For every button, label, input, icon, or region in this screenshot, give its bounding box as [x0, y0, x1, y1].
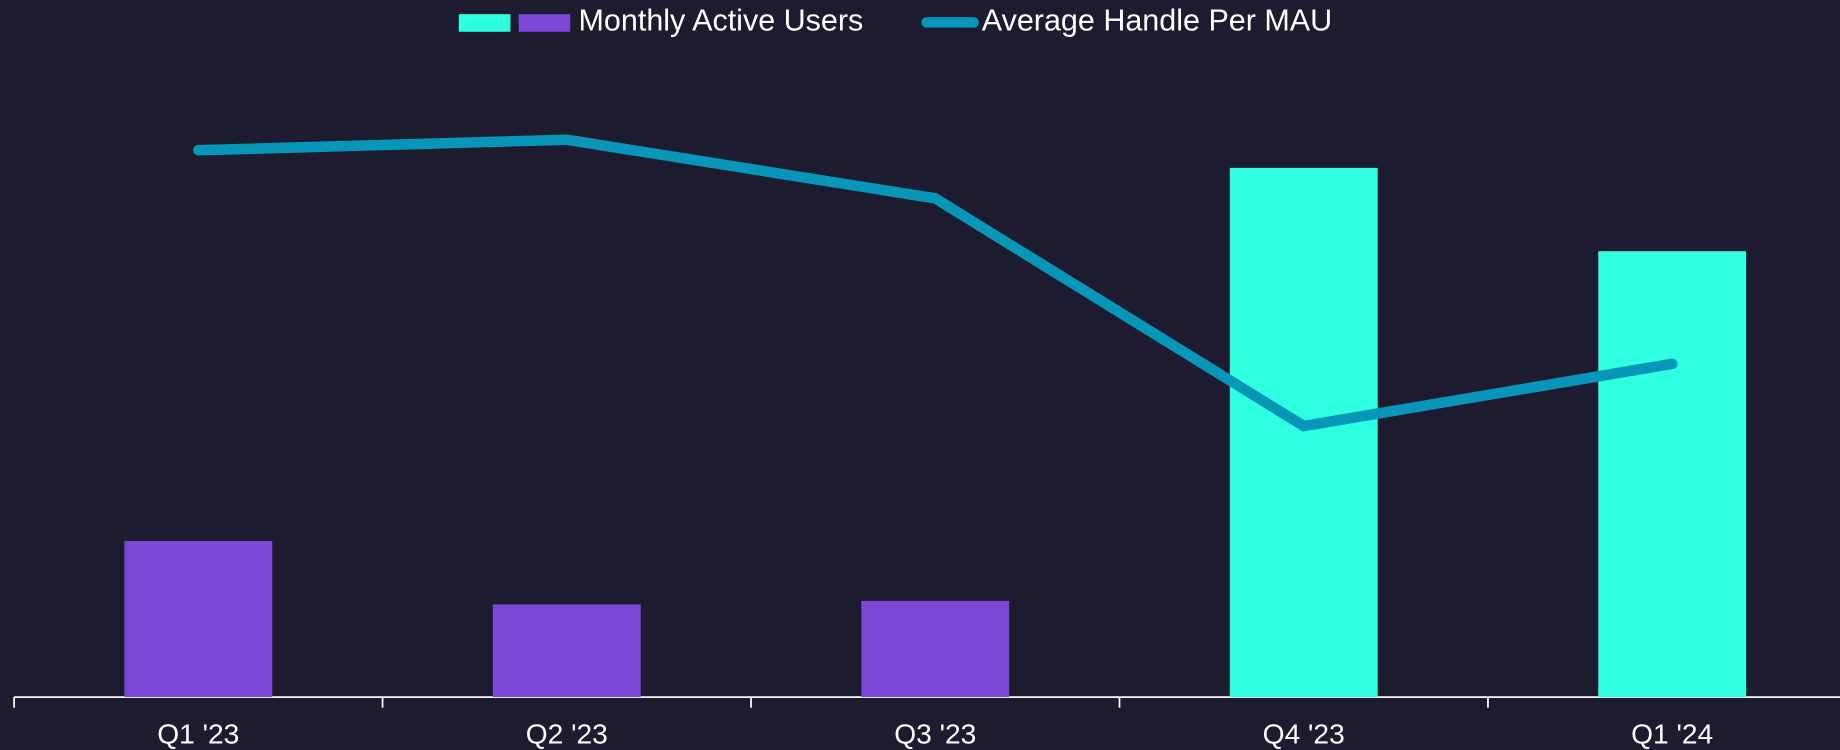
- x-tick-label: Q4 '23: [1263, 718, 1345, 749]
- bar: [861, 600, 1010, 698]
- bar: [1229, 167, 1378, 698]
- x-tick-label: Q2 '23: [526, 718, 608, 749]
- x-tick-label: Q1 '23: [157, 718, 239, 749]
- bar: [492, 604, 641, 698]
- line-series: [193, 134, 1678, 432]
- legend-swatch: [458, 14, 511, 32]
- bar: [124, 541, 273, 698]
- legend-label: Average Handle Per MAU: [982, 3, 1332, 37]
- x-tick-label: Q3 '23: [894, 718, 976, 749]
- bar: [1598, 251, 1747, 698]
- x-tick-label: Q1 '24: [1631, 718, 1713, 749]
- legend-label: Monthly Active Users: [579, 3, 864, 37]
- legend-swatch: [518, 14, 571, 32]
